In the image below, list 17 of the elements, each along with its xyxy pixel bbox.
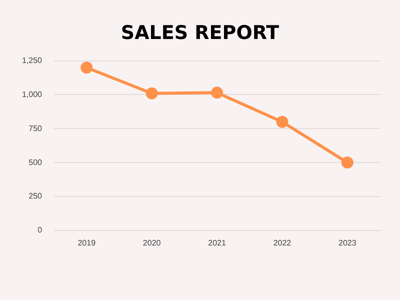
y-tick-label: 1,000 <box>22 90 43 99</box>
x-tick-label: 2021 <box>208 238 226 248</box>
y-tick-label: 750 <box>28 124 43 133</box>
y-tick-label: 0 <box>38 226 43 235</box>
point <box>211 86 224 99</box>
x-tick-label: 2023 <box>338 238 357 248</box>
y-tick-label: 1,250 <box>22 56 43 66</box>
point <box>276 116 288 128</box>
x-tick-label: 2019 <box>78 238 96 248</box>
y-tick-label: 500 <box>28 158 43 167</box>
point <box>80 62 93 74</box>
point <box>341 156 354 169</box>
x-tick-label: 2022 <box>273 238 292 248</box>
y-tick-label: 250 <box>28 192 43 201</box>
point <box>146 87 158 100</box>
x-tick-label: 2020 <box>142 238 162 248</box>
chart-title: SALES REPORT <box>120 22 280 44</box>
